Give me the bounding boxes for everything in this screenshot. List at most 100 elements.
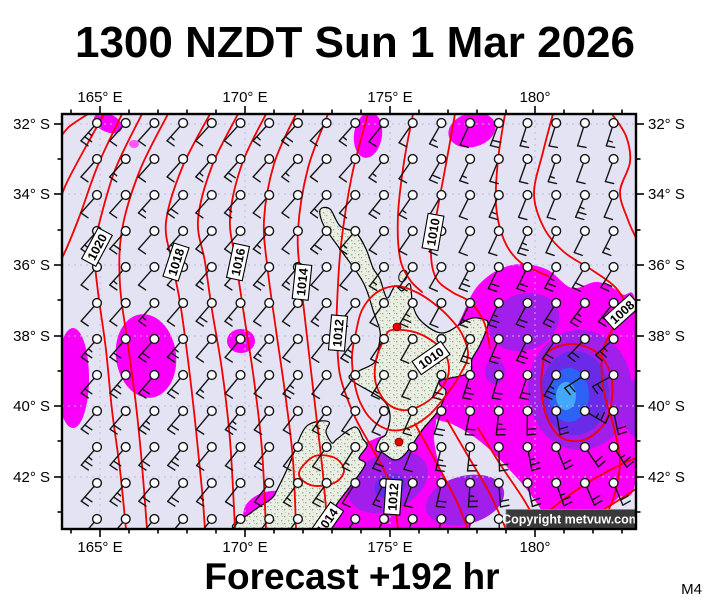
barb-feather xyxy=(370,394,380,400)
barb-feather xyxy=(436,500,447,503)
map-frame xyxy=(60,112,638,531)
barb-station-circle xyxy=(579,189,591,201)
isobar-label-text: 1012 xyxy=(330,319,346,348)
barb-half-feather xyxy=(521,242,528,246)
barb-staff xyxy=(138,449,153,466)
barb-staff xyxy=(403,486,412,507)
axis-labels: 165° E 165° E 170° E 170° E 175° E 175° E 180°… xyxy=(13,89,685,556)
barb-feather xyxy=(109,428,118,435)
barb-half-feather xyxy=(431,138,437,143)
barb-feather xyxy=(170,460,180,467)
isobar-line xyxy=(296,114,330,529)
barb-staff xyxy=(80,161,95,178)
barb-half-feather xyxy=(256,244,262,249)
barb-staff xyxy=(281,161,296,178)
barb-feather xyxy=(313,539,321,543)
barb-feather xyxy=(137,212,147,219)
wind-barb xyxy=(224,369,246,399)
barb-station-circle xyxy=(91,117,103,129)
barb-staff xyxy=(224,485,239,503)
barb-station-circle xyxy=(350,405,361,417)
barb-station-circle xyxy=(407,117,418,129)
barb-feather xyxy=(543,287,554,292)
barb-station-circle xyxy=(350,333,361,345)
wind-barb xyxy=(195,117,217,147)
barb-feather xyxy=(311,465,321,472)
model-tag: M4 xyxy=(681,581,702,598)
barb-feather xyxy=(199,316,208,323)
barb-feather xyxy=(80,464,90,471)
barb-feather xyxy=(517,252,527,257)
barb-feather xyxy=(516,359,526,365)
barb-station-circle xyxy=(551,153,562,165)
barb-feather xyxy=(596,383,604,392)
barb-station-circle xyxy=(551,261,562,273)
barb-staff xyxy=(547,162,556,183)
barb-feather xyxy=(285,388,295,395)
barb-station-circle xyxy=(407,225,418,237)
barb-station-circle xyxy=(149,261,160,273)
isobar-label-text: 1010 xyxy=(424,217,443,247)
barb-feather xyxy=(195,284,204,291)
wind-barb xyxy=(489,153,504,185)
barb-station-circle xyxy=(350,225,361,237)
barb-feather xyxy=(80,140,89,147)
wind-barb xyxy=(551,441,574,470)
isobar-line xyxy=(196,114,239,529)
wind-barb xyxy=(518,153,533,185)
barb-staff xyxy=(498,486,502,508)
barb-station-circle xyxy=(321,477,332,489)
barb-feather xyxy=(563,501,573,507)
wind-barb xyxy=(605,117,619,149)
barb-staff xyxy=(80,305,95,322)
barb-station-circle xyxy=(493,297,504,309)
barb-feather xyxy=(166,464,176,471)
barb-station-circle xyxy=(321,369,332,381)
barb-half-feather xyxy=(619,454,626,459)
wind-barb xyxy=(309,117,332,147)
barb-half-feather xyxy=(112,172,118,177)
barb-staff xyxy=(338,233,354,250)
barb-staff xyxy=(370,378,383,397)
barb-station-circle xyxy=(493,513,504,525)
barb-staff xyxy=(614,486,624,506)
wind-barb xyxy=(402,405,418,437)
barb-feather xyxy=(369,321,379,328)
barb-staff xyxy=(80,377,95,394)
barb-station-circle xyxy=(206,405,217,417)
barb-staff xyxy=(253,341,268,359)
barb-feather xyxy=(166,140,175,147)
barb-staff xyxy=(543,378,555,397)
barb-station-circle xyxy=(551,189,562,201)
barb-half-feather xyxy=(548,385,555,390)
barb-staff xyxy=(224,413,239,431)
wind-barb xyxy=(80,441,103,471)
barb-half-feather xyxy=(603,346,608,352)
barb-staff xyxy=(252,269,268,286)
barb-feather xyxy=(252,176,261,183)
barb-feather xyxy=(458,323,469,329)
barb-station-circle xyxy=(493,441,504,453)
wind-barb xyxy=(401,369,418,401)
isobar-label-box xyxy=(80,227,114,267)
barb-station-circle xyxy=(206,441,217,453)
barb-staff xyxy=(195,233,210,250)
barb-station-circle xyxy=(522,441,533,453)
barb-staff xyxy=(489,162,498,182)
barb-feather xyxy=(605,145,616,149)
barb-feather xyxy=(562,539,570,542)
barb-station-circle xyxy=(178,513,189,525)
barb-staff xyxy=(312,485,325,504)
barb-staff xyxy=(166,305,181,322)
wind-barb xyxy=(338,117,361,147)
barb-station-circle xyxy=(178,297,189,309)
barb-feather xyxy=(548,145,559,149)
wind-barb xyxy=(109,369,131,399)
barb-station-circle xyxy=(178,405,189,417)
wind-barb xyxy=(252,225,275,255)
barb-station-circle xyxy=(292,189,304,201)
wind-barb xyxy=(309,153,332,183)
rain-area xyxy=(448,114,496,148)
barb-feather xyxy=(398,286,408,292)
barb-station-circle xyxy=(264,333,275,345)
